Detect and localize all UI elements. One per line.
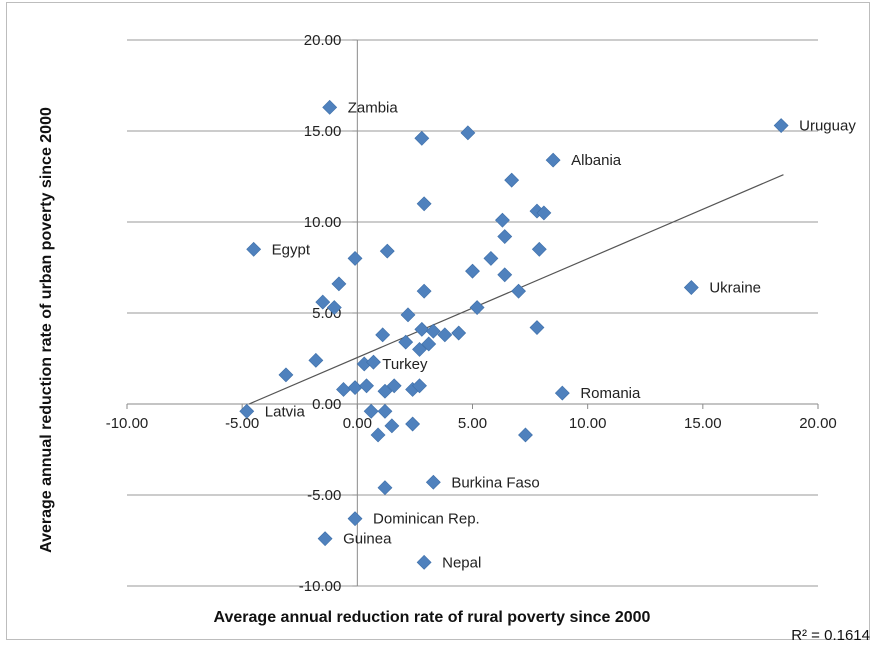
data-point: [412, 378, 427, 394]
point-label: Guinea: [343, 531, 392, 548]
data-point: [545, 152, 561, 168]
data-point: [483, 250, 499, 266]
chart-frame: [6, 2, 870, 640]
data-point: [529, 320, 545, 335]
point-label: Latvia: [265, 403, 306, 420]
x-axis-title: Average annual reduction rate of rural p…: [214, 609, 651, 626]
data-point: [246, 241, 262, 257]
data-point: [518, 427, 533, 443]
point-label: Uruguay: [799, 118, 856, 135]
data-point: [495, 212, 510, 228]
data-point: [377, 383, 393, 399]
data-point: [322, 99, 338, 115]
point-label: Zambia: [348, 99, 399, 116]
data-point: [497, 229, 513, 244]
data-point: [317, 531, 333, 547]
data-point: [347, 380, 363, 396]
x-tick-label: 10.00: [569, 415, 607, 432]
y-tick-label: 15.00: [304, 123, 342, 140]
data-point: [363, 403, 379, 419]
y-tick-label: -5.00: [307, 487, 341, 504]
data-point: [347, 250, 363, 266]
x-tick-label: -10.00: [106, 415, 149, 432]
data-point: [379, 243, 395, 259]
data-point: [331, 276, 347, 292]
data-points: [239, 99, 789, 570]
data-point: [405, 416, 421, 432]
data-point: [377, 403, 393, 419]
data-point: [366, 354, 381, 370]
data-point: [370, 427, 386, 443]
x-tick-labels: -10.00 -5.00 0.00 5.00 10.00 15.00 20.00: [106, 415, 837, 432]
data-point: [497, 267, 513, 283]
data-point: [308, 352, 324, 368]
data-point: [451, 325, 467, 341]
horizontal-gridlines: [127, 39, 818, 587]
data-point: [437, 327, 453, 343]
data-point: [414, 321, 430, 337]
r-squared-label: R² = 0.1614: [791, 627, 870, 644]
data-point: [425, 323, 441, 339]
data-point: [400, 307, 416, 323]
data-point: [469, 300, 485, 315]
point-label: Dominican Rep.: [373, 511, 480, 528]
data-point: [386, 378, 402, 394]
data-point: [416, 554, 432, 570]
point-label: Albania: [571, 152, 622, 169]
x-tick-label: 0.00: [343, 415, 372, 432]
point-label: Romania: [580, 385, 641, 402]
data-point: [326, 300, 342, 315]
x-tick-label: 20.00: [799, 415, 837, 432]
y-axis-title: Average annual reduction rate of urban p…: [38, 107, 55, 553]
data-point: [536, 205, 552, 221]
data-point: [511, 283, 526, 299]
data-point: [465, 263, 480, 279]
data-point: [336, 382, 351, 397]
data-point: [425, 474, 441, 490]
point-label: Egypt: [272, 241, 311, 258]
x-tick-label: 15.00: [684, 415, 722, 432]
data-point: [377, 480, 393, 496]
data-point: [412, 341, 427, 357]
data-point: [278, 367, 294, 383]
data-point: [504, 172, 520, 188]
point-label: Turkey: [382, 356, 428, 373]
axes: [126, 39, 819, 587]
point-label: Ukraine: [709, 280, 761, 297]
data-point: [554, 385, 570, 401]
y-tick-label: 20.00: [304, 32, 342, 49]
data-point: [414, 130, 430, 146]
data-point: [421, 336, 437, 352]
data-point: [416, 196, 432, 212]
point-labels: Uruguay Zambia Albania Ukraine Egypt Turkey La…: [265, 99, 857, 571]
data-point: [460, 125, 476, 141]
data-point: [359, 378, 374, 394]
x-tick-label: 5.00: [458, 415, 487, 432]
data-point: [773, 118, 789, 133]
data-point: [315, 294, 331, 310]
y-tick-label: 0.00: [312, 396, 341, 413]
y-tick-label: 10.00: [304, 214, 342, 231]
data-point: [398, 334, 414, 350]
data-point: [375, 327, 391, 343]
y-tick-label: -10.00: [299, 578, 342, 595]
data-point: [239, 403, 255, 419]
data-point: [683, 280, 699, 295]
point-label: Burkina Faso: [451, 474, 539, 491]
data-point: [384, 418, 400, 434]
point-label: Nepal: [442, 554, 481, 571]
x-tick-label: -5.00: [225, 415, 259, 432]
data-point: [416, 283, 432, 299]
data-point: [347, 511, 363, 527]
data-point: [531, 241, 547, 257]
